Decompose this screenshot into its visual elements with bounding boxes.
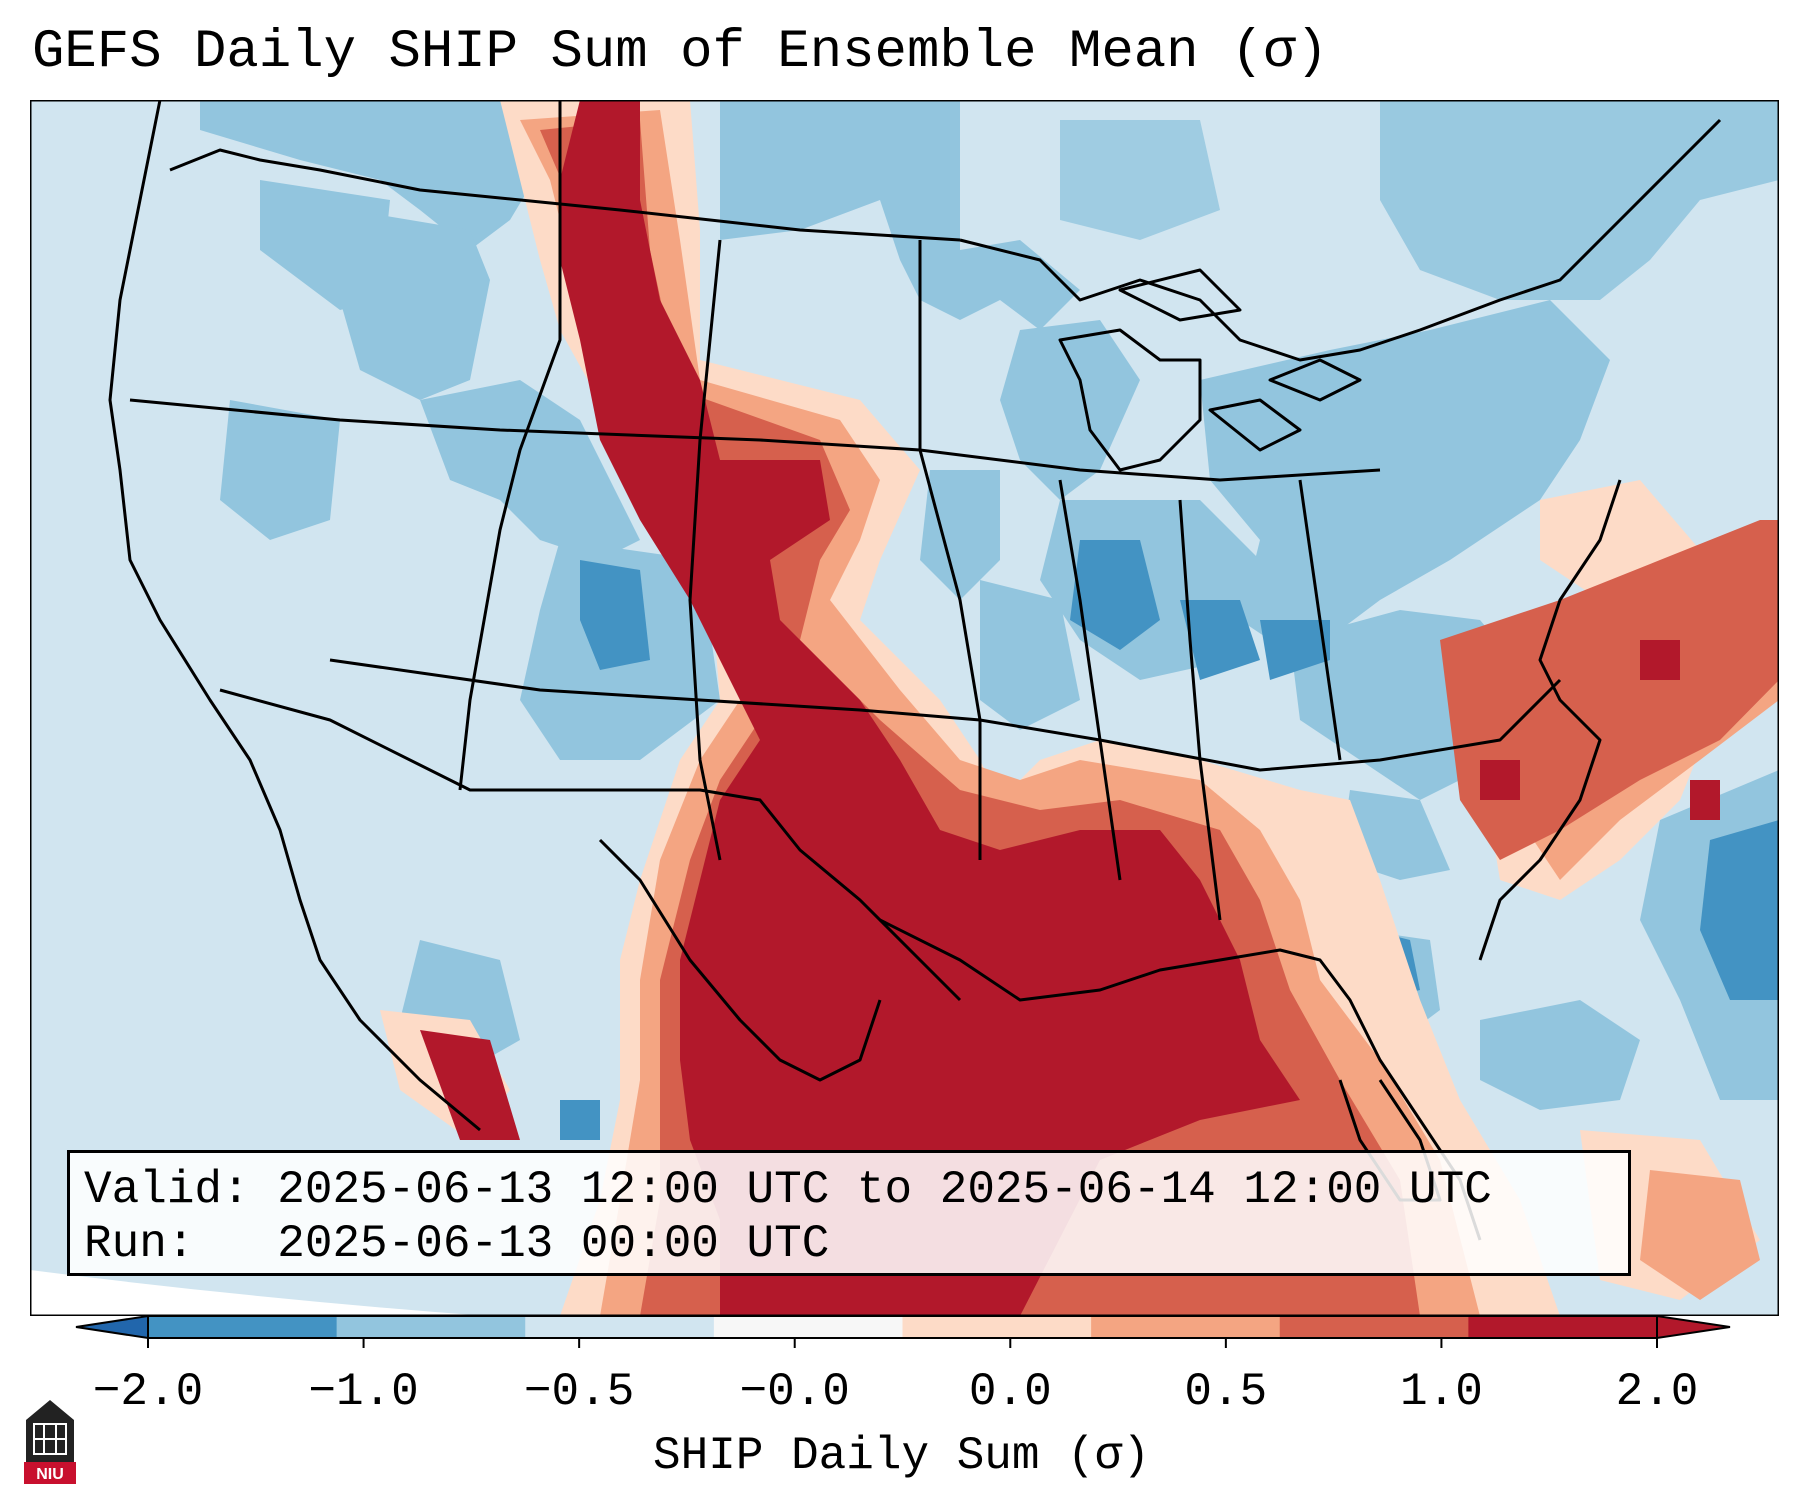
great-lakes-superior bbox=[1118, 268, 1242, 322]
colorbar-tick-label: −1.0 bbox=[308, 1366, 419, 1418]
us-canada-border bbox=[169, 148, 961, 242]
svg-text:NIU: NIU bbox=[36, 1466, 64, 1483]
colorbar-tick-label: 2.0 bbox=[1615, 1366, 1699, 1418]
colorbar-segment bbox=[336, 1316, 526, 1338]
colorbar bbox=[75, 1314, 1731, 1348]
colorbar-tick-label: −2.0 bbox=[92, 1366, 204, 1418]
state-line-v6 bbox=[1298, 479, 1342, 761]
colorbar-extend-high bbox=[1656, 1314, 1731, 1340]
east-coastline bbox=[1478, 479, 1622, 961]
colorbar-segments bbox=[148, 1316, 1658, 1338]
great-lakes-erie bbox=[1208, 398, 1302, 452]
colorbar-tick-label: 0.0 bbox=[968, 1366, 1052, 1418]
state-line-v5 bbox=[1178, 499, 1222, 921]
colorbar-segment bbox=[1279, 1316, 1469, 1338]
validity-box: Valid: 2025-06-13 12:00 UTC to 2025-06-1… bbox=[67, 1150, 1631, 1276]
valid-line: Valid: 2025-06-13 12:00 UTC to 2025-06-1… bbox=[84, 1164, 1492, 1216]
northern-border-east bbox=[959, 118, 1722, 362]
domain-edge bbox=[30, 1270, 488, 1316]
niu-logo: NIU bbox=[24, 1400, 76, 1484]
colorbar-extend-low bbox=[75, 1314, 149, 1340]
colorbar-frame bbox=[147, 1315, 1658, 1339]
colorbar-segment bbox=[713, 1316, 903, 1338]
great-lakes-ontario bbox=[1268, 358, 1362, 402]
southern-border bbox=[219, 688, 962, 1002]
state-line-v3 bbox=[918, 240, 982, 860]
colorbar-ticks bbox=[147, 1338, 1658, 1348]
state-line-2 bbox=[329, 658, 1562, 772]
state-line-v4 bbox=[1058, 479, 1122, 881]
west-coastline bbox=[108, 100, 481, 1132]
colorbar-tick-label: −0.5 bbox=[523, 1366, 635, 1418]
colorbar-segment bbox=[1091, 1316, 1281, 1338]
colorbar-segment bbox=[525, 1316, 715, 1338]
gulf-coastline bbox=[879, 918, 1482, 1241]
colorbar-segment bbox=[1468, 1316, 1658, 1338]
great-lakes-michigan bbox=[1058, 328, 1202, 472]
run-line: Run: 2025-06-13 00:00 UTC bbox=[84, 1218, 830, 1270]
texas-outline bbox=[598, 838, 882, 1082]
colorbar-tick-label: 0.5 bbox=[1184, 1366, 1268, 1418]
state-line-1 bbox=[129, 398, 1381, 482]
colorbar-tick-label: 1.0 bbox=[1400, 1366, 1483, 1418]
state-line-v2 bbox=[688, 239, 722, 861]
colorbar-segment bbox=[148, 1316, 338, 1338]
boundaries bbox=[108, 100, 1722, 1241]
state-line-v1 bbox=[458, 100, 562, 791]
map-title: GEFS Daily SHIP Sum of Ensemble Mean (σ) bbox=[32, 22, 1329, 83]
map-plot-area bbox=[30, 100, 1779, 1316]
colorbar-segment bbox=[902, 1316, 1092, 1338]
colorbar-label: SHIP Daily Sum (σ) bbox=[653, 1430, 1150, 1482]
field-extreme-positive bbox=[420, 100, 1720, 1316]
colorbar-tick-label: −0.0 bbox=[739, 1366, 850, 1418]
